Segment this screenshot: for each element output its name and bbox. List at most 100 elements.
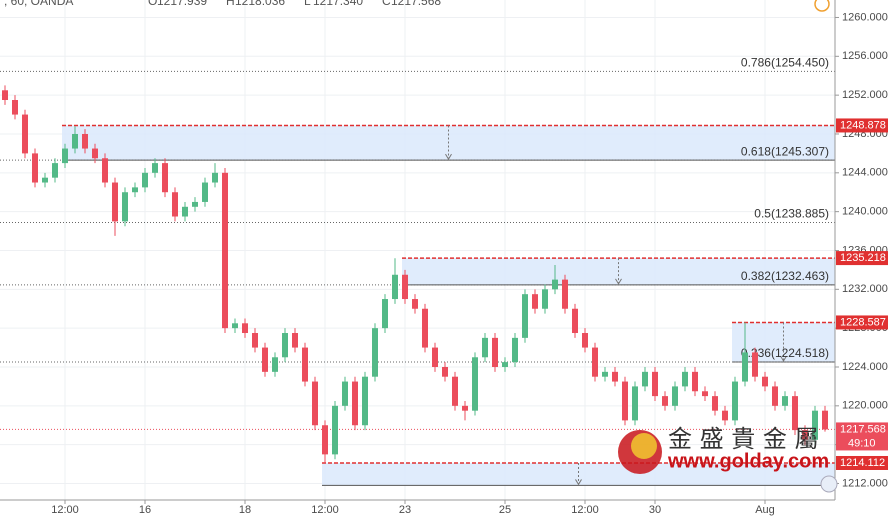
ohlc-key: C	[382, 0, 391, 8]
ohlc-key: L	[304, 0, 311, 8]
candle-body	[612, 371, 618, 382]
y-tick-label: 1224.000	[842, 361, 888, 373]
price-tag-label: 1248.878	[840, 119, 886, 131]
candle-body	[82, 133, 88, 149]
fib-label: 0.618(1245.307)	[741, 144, 829, 158]
candle-body	[302, 347, 308, 382]
candle-body	[452, 376, 458, 406]
candle-body	[782, 396, 788, 406]
candle-body	[652, 371, 658, 397]
candle-body	[522, 294, 528, 338]
last-price-label: 1217.568	[840, 423, 886, 435]
candle-body	[732, 381, 738, 421]
zone-arrow-head	[575, 479, 582, 486]
last-price-tag	[836, 422, 888, 451]
y-tick-label: 1244.000	[842, 167, 888, 179]
fib-label: 0.236(1224.518)	[741, 346, 829, 360]
candle-body	[12, 100, 18, 115]
ohlc-value: 1217.340	[313, 0, 363, 8]
candle-body	[672, 386, 678, 406]
candle-body	[642, 371, 648, 387]
candle-body	[132, 187, 138, 193]
ohlc-key: H	[226, 0, 235, 8]
countdown: 49:10	[848, 437, 876, 449]
fib-label: 0.382(1232.463)	[741, 269, 829, 283]
y-tick-label: 1260.000	[842, 11, 888, 23]
candle-body	[322, 425, 328, 455]
zone-arrow-head	[615, 278, 622, 285]
candle-body	[182, 206, 188, 217]
x-tick-label: 25	[499, 504, 511, 516]
candle-body	[202, 182, 208, 202]
x-tick-label: 23	[399, 504, 411, 516]
header: , 60, OANDA O 1217.939 H 1218.036 L 1217.340 C…	[4, 0, 441, 8]
fib-label: 0.5(1238.885)	[754, 207, 829, 221]
candle-body	[712, 396, 718, 411]
candle-body	[122, 192, 128, 222]
candle-body	[352, 381, 358, 426]
candle-body	[112, 182, 118, 222]
candle-body	[242, 323, 248, 334]
candle-body	[222, 172, 228, 329]
price-tag-label: 1235.218	[840, 252, 886, 264]
candle-body	[622, 381, 628, 421]
candle-body	[492, 337, 498, 367]
candle-body	[582, 333, 588, 348]
ohlc-value: 1217.568	[391, 0, 441, 8]
time-axis	[0, 500, 888, 518]
candle-body	[2, 90, 8, 100]
candle-body	[462, 405, 468, 411]
candle-body	[822, 410, 828, 430]
y-tick-label: 1232.000	[842, 283, 888, 295]
candle-body	[752, 352, 758, 377]
candle-body	[502, 362, 508, 367]
candle-body	[372, 328, 378, 377]
candle-body	[572, 308, 578, 334]
watermark-name: 金 盛 貴 金 屬	[668, 425, 819, 453]
price-tag	[836, 118, 888, 133]
price-tag	[836, 315, 888, 330]
zones	[62, 124, 835, 486]
candle-body	[32, 153, 38, 183]
candle-body	[382, 299, 388, 329]
candle-body	[742, 352, 748, 382]
candle-body	[512, 337, 518, 363]
candle-body	[682, 371, 688, 387]
candle-body	[812, 410, 818, 440]
candle-body	[412, 299, 418, 309]
candle-body	[802, 430, 808, 440]
x-tick-label: 16	[139, 504, 151, 516]
candle-body	[252, 333, 258, 348]
candle-body	[152, 163, 158, 173]
price-tag-label: 1214.112	[840, 457, 885, 469]
alert-icon[interactable]	[814, 0, 830, 12]
candle-body	[772, 386, 778, 406]
candle-body	[172, 192, 178, 217]
candle-body	[792, 396, 798, 431]
x-tick-label: Aug	[755, 504, 775, 516]
candle-body	[332, 405, 338, 455]
candle-body	[292, 333, 298, 348]
price-tag	[836, 455, 888, 470]
candle-body	[662, 396, 668, 406]
candle-body	[542, 289, 548, 309]
settings-icon[interactable]	[820, 475, 838, 493]
x-tick-label: 12:00	[571, 504, 599, 516]
ohlc-value: 1218.036	[235, 0, 285, 8]
price-tag	[836, 251, 888, 266]
candles	[2, 85, 828, 464]
watermark-url: www.golday.com	[667, 450, 829, 472]
candle-body	[192, 201, 198, 207]
candle-body	[532, 294, 538, 309]
candle-body	[92, 148, 98, 159]
candle-body	[722, 410, 728, 421]
price-axis	[835, 0, 888, 500]
candle-body	[592, 347, 598, 377]
fib-levels: 0.786(1254.450) 0.618(1245.307) 0.5(1238.8…	[0, 56, 835, 430]
zone	[322, 462, 835, 486]
zone-arrow-head	[780, 355, 787, 362]
candle-body	[102, 158, 108, 183]
candle-body	[392, 274, 398, 300]
candle-body	[232, 323, 238, 329]
